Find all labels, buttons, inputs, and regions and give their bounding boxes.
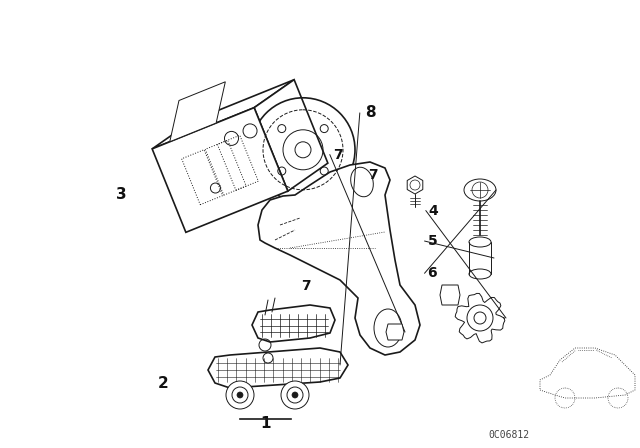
Text: 5: 5 [428,234,437,248]
Polygon shape [258,162,420,355]
Circle shape [281,381,309,409]
Circle shape [237,392,243,398]
Text: 1: 1 [260,416,271,431]
Text: 7: 7 [301,279,311,293]
Polygon shape [254,80,328,191]
Text: 8: 8 [365,105,376,121]
Polygon shape [208,348,348,388]
Polygon shape [386,324,404,340]
Text: 0C06812: 0C06812 [488,430,529,440]
Polygon shape [152,108,288,233]
Polygon shape [252,305,335,342]
Circle shape [292,392,298,398]
Polygon shape [440,285,460,305]
Text: 7: 7 [333,147,342,162]
Circle shape [226,381,254,409]
Text: 3: 3 [116,187,127,202]
Text: 6: 6 [428,266,437,280]
Text: 2: 2 [158,375,168,391]
Text: 7: 7 [368,168,378,182]
Polygon shape [170,82,225,142]
Text: 4: 4 [429,203,438,218]
Polygon shape [152,80,294,149]
